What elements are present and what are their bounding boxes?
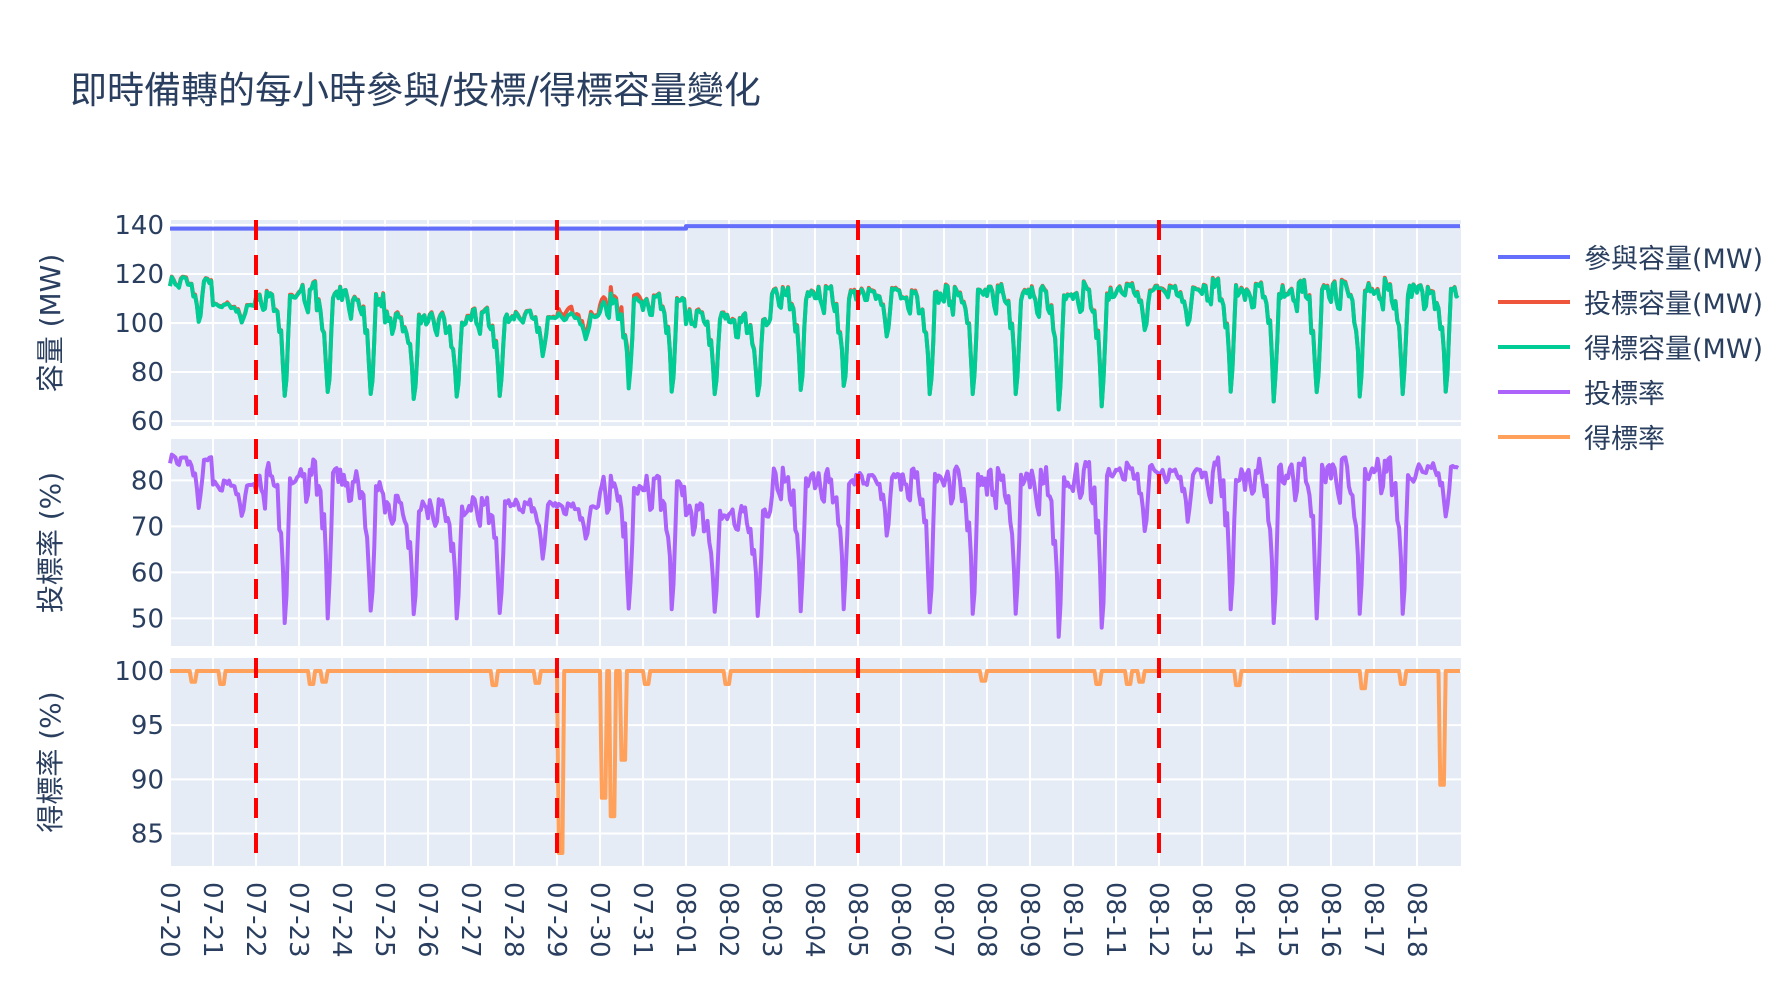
x-tick-label: 07-24 — [326, 882, 356, 958]
y-axis-title: 得標率 (%) — [34, 691, 67, 832]
x-tick-label: 08-17 — [1358, 882, 1388, 958]
legend-label: 得標容量(MW) — [1584, 334, 1764, 365]
legend-line-icon — [1498, 299, 1570, 304]
legend-line-icon — [1498, 254, 1570, 259]
x-tick-label: 07-20 — [154, 882, 184, 958]
y-tick-label: 140 — [114, 211, 164, 241]
y-tick-label: 90 — [131, 765, 164, 795]
y-tick-label: 85 — [131, 820, 164, 850]
y-axis-title: 投標率 (%) — [34, 472, 67, 613]
x-tick-label: 07-26 — [412, 882, 442, 958]
x-tick-label: 08-01 — [670, 882, 700, 958]
legend-item-bid-rate[interactable]: 投標率 — [1498, 369, 1763, 414]
x-tick-label: 08-18 — [1401, 882, 1431, 958]
y-tick-label: 80 — [131, 358, 164, 388]
y-tick-label: 100 — [114, 309, 164, 339]
series-line — [169, 669, 1461, 855]
x-tick-label: 08-14 — [1229, 882, 1259, 958]
x-tick-label: 08-13 — [1186, 882, 1216, 958]
y-tick-label: 100 — [114, 657, 164, 687]
x-tick-label: 08-11 — [1100, 882, 1130, 958]
y-axis-title: 容量 (MW) — [34, 254, 67, 393]
x-tick-label: 07-30 — [584, 882, 614, 958]
legend-item-participation[interactable]: 參與容量(MW) — [1498, 234, 1763, 279]
legend-label: 參與容量(MW) — [1584, 244, 1764, 275]
y-tick-label: 60 — [131, 558, 164, 588]
x-tick-label: 08-04 — [799, 882, 829, 958]
x-tick-label: 08-10 — [1057, 882, 1087, 958]
x-tick-label: 08-16 — [1315, 882, 1345, 958]
chart-title: 即時備轉的每小時參與/投標/得標容量變化 — [70, 69, 761, 112]
legend-item-awarded-capacity[interactable]: 得標容量(MW) — [1498, 324, 1763, 369]
legend-item-award-rate[interactable]: 得標率 — [1498, 414, 1763, 459]
y-tick-label: 95 — [131, 711, 164, 741]
legend-line-icon — [1498, 344, 1570, 349]
y-tick-label: 50 — [131, 604, 164, 634]
legend-item-bid-capacity[interactable]: 投標容量(MW) — [1498, 279, 1763, 324]
legend-line-icon — [1498, 434, 1570, 439]
legend-label: 投標率 — [1584, 379, 1665, 410]
series-line — [170, 224, 1460, 231]
x-tick-label: 08-03 — [756, 882, 786, 958]
x-tick-label: 08-12 — [1143, 882, 1173, 958]
legend: 參與容量(MW) 投標容量(MW) 得標容量(MW) 投標率 得標率 — [1498, 234, 1763, 459]
legend-label: 投標容量(MW) — [1584, 289, 1764, 320]
series-line — [168, 275, 1460, 412]
x-tick-label: 07-28 — [498, 882, 528, 958]
x-tick-label: 07-25 — [369, 882, 399, 958]
legend-line-icon — [1498, 389, 1570, 394]
x-tick-label: 08-07 — [928, 882, 958, 958]
x-tick-label: 07-27 — [455, 882, 485, 958]
x-tick-label: 08-05 — [842, 882, 872, 958]
x-tick-label: 07-31 — [627, 882, 657, 958]
x-tick-label: 08-06 — [885, 882, 915, 958]
x-tick-label: 08-15 — [1272, 882, 1302, 958]
x-tick-label: 07-21 — [197, 882, 227, 958]
y-tick-label: 60 — [131, 407, 164, 437]
x-tick-label: 07-29 — [541, 882, 571, 958]
y-tick-label: 70 — [131, 512, 164, 542]
x-tick-label: 07-22 — [240, 882, 270, 958]
x-tick-label: 07-23 — [283, 882, 313, 958]
x-tick-label: 08-08 — [971, 882, 1001, 958]
x-tick-label: 08-02 — [713, 882, 743, 958]
y-tick-label: 120 — [114, 260, 164, 290]
series-line — [168, 452, 1460, 639]
legend-label: 得標率 — [1584, 424, 1665, 455]
y-tick-label: 80 — [131, 466, 164, 496]
x-tick-label: 08-09 — [1014, 882, 1044, 958]
